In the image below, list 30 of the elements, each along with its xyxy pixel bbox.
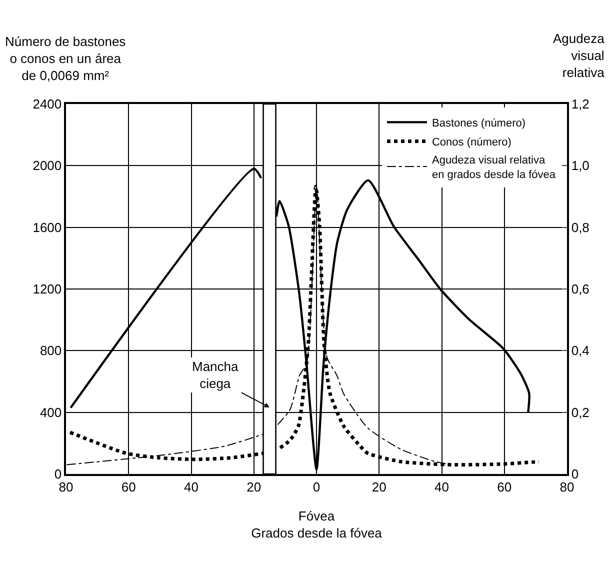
y-tick-label: 1200 xyxy=(32,282,62,297)
x-tick-label: 20 xyxy=(246,479,262,494)
y2-tick-label: 0 xyxy=(571,466,579,482)
y-tick-label: 800 xyxy=(40,343,62,358)
y2-axis-title: Agudeza visual relativa xyxy=(553,31,606,80)
y-tick-label: 2400 xyxy=(32,96,62,112)
y-tick-label: 400 xyxy=(40,404,62,420)
legend-label: Conos (número) xyxy=(432,136,512,148)
y-tick-label: 0 xyxy=(54,466,62,482)
y2-tick-label: 1,0 xyxy=(571,158,590,174)
x-tick-label: 20 xyxy=(372,479,386,494)
y2-tick-label: 1,2 xyxy=(571,96,590,112)
x-tick-label: 80 xyxy=(560,479,574,494)
legend-label: Agudeza visual relativa en grados desde la fóvea xyxy=(432,154,556,181)
y2-tick-label: 0,2 xyxy=(571,404,590,420)
y2-tick-label: 0,6 xyxy=(571,282,590,297)
x-axis-title: Fóvea Grados desde la fóvea xyxy=(251,508,383,540)
x-tick-label: 80 xyxy=(58,479,74,494)
y-tick-label: 1600 xyxy=(32,220,62,235)
y-tick-label: 2000 xyxy=(32,158,62,174)
x-tick-label: 40 xyxy=(184,479,198,494)
y2-tick-label: 0,4 xyxy=(571,343,590,358)
y2-tick-label: 0,8 xyxy=(571,220,590,235)
x-tick-label: 0 xyxy=(312,479,320,494)
x-tick-label: 40 xyxy=(434,479,449,494)
band-label: Mancha ciega xyxy=(192,359,240,391)
x-tick-label: 60 xyxy=(497,479,512,494)
legend-label: Bastones (número) xyxy=(432,117,526,130)
x-tick-label: 60 xyxy=(121,479,136,494)
y-axis-title: Número de bastones o conos en un área de 0,0069 mm² xyxy=(5,34,126,83)
